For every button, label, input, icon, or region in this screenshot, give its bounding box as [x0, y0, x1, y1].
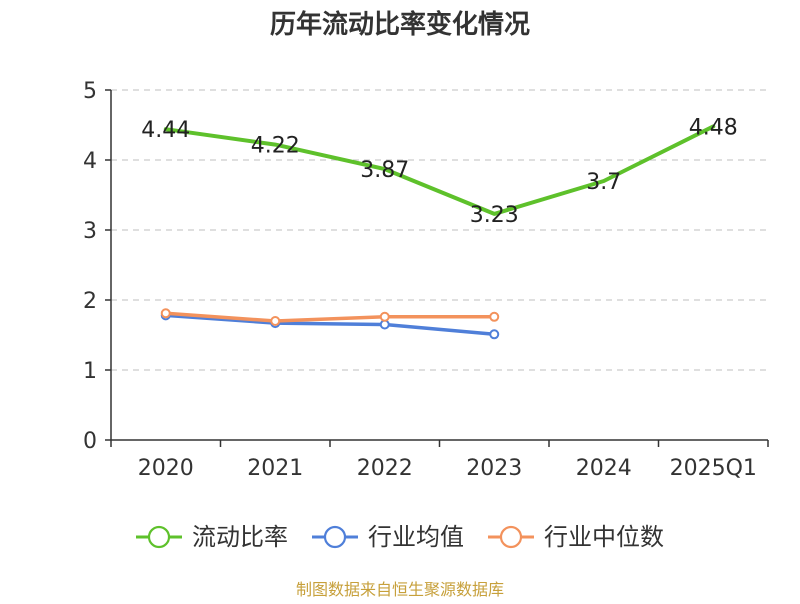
legend-item-0[interactable]: 流动比率: [136, 523, 288, 551]
x-tick-label-2022: 2022: [357, 456, 413, 481]
series-line-0: [163, 124, 716, 216]
legend-item-1[interactable]: 行业均值: [312, 523, 464, 551]
y-tick-label-3: 3: [83, 219, 97, 244]
series-2-point-2021: [270, 316, 281, 326]
x-tick-label-2023: 2023: [466, 456, 522, 481]
y-tick-label-2: 2: [83, 289, 97, 314]
legend-circle-icon: [323, 525, 347, 549]
data-label-2022: 3.87: [360, 158, 409, 183]
series-line-2: [164, 311, 497, 323]
x-tick-label-2025Q1: 2025Q1: [670, 456, 757, 481]
legend-label: 流动比率: [192, 523, 288, 551]
legend[interactable]: 流动比率 行业均值 行业中位数: [136, 523, 664, 551]
legend-circle-icon: [499, 525, 523, 549]
data-label-2023: 3.23: [470, 203, 519, 228]
x-tick-label-2021: 2021: [247, 456, 303, 481]
series-2-point-2020: [160, 308, 171, 319]
legend-label: 行业中位数: [544, 523, 664, 551]
axis-layer: 0 1 2 3 4 5 2020 2021 2022 2023 2024 2025Q1: [83, 79, 769, 481]
y-tick-label-1: 1: [83, 359, 97, 384]
data-label-2025Q1: 4.48: [689, 115, 738, 140]
y-tick-label-4: 4: [83, 149, 97, 174]
data-label-2021: 4.22: [251, 134, 300, 159]
x-tick-label-2020: 2020: [138, 456, 194, 481]
series-1-point-2023: [489, 329, 500, 340]
legend-label: 行业均值: [368, 523, 464, 551]
series-layer: [160, 124, 716, 340]
legend-circle-icon: [147, 525, 171, 549]
x-tick-label-2024: 2024: [576, 456, 632, 481]
data-label-2020: 4.44: [141, 118, 190, 143]
y-tick-label-5: 5: [83, 79, 97, 104]
legend-item-2[interactable]: 行业中位数: [488, 523, 664, 551]
source-note: 制图数据来自恒生聚源数据库: [296, 580, 504, 599]
series-2-point-2023: [489, 311, 500, 322]
data-label-2024: 3.7: [586, 170, 621, 195]
chart-title: 历年流动比率变化情况: [270, 9, 530, 40]
data-label-layer: 4.44 4.22 3.87 3.23 3.7 4.48: [141, 115, 737, 228]
series-2-point-2022: [379, 311, 390, 322]
y-tick-label-0: 0: [83, 429, 97, 454]
series-line-1: [164, 313, 497, 337]
